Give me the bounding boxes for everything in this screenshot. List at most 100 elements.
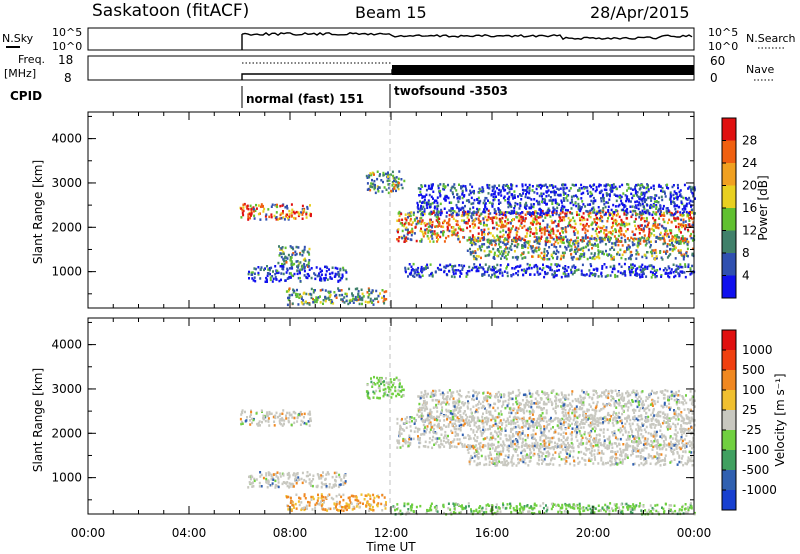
scatter-cell xyxy=(419,187,422,191)
scatter-cell xyxy=(589,272,592,275)
scatter-cell xyxy=(449,209,452,213)
scatter-cell xyxy=(497,248,500,251)
scatter-cell xyxy=(443,207,446,210)
scatter-cell xyxy=(491,216,494,219)
scatter-cell xyxy=(634,209,637,213)
scatter-cell xyxy=(636,430,639,433)
scatter-cell xyxy=(670,213,673,217)
scatter-cell xyxy=(591,421,594,424)
scatter-cell xyxy=(296,269,299,272)
scatter-cell xyxy=(561,208,564,211)
scatter-cell xyxy=(668,275,671,279)
scatter-cell xyxy=(645,219,648,223)
scatter-cell xyxy=(587,431,590,435)
scatter-cell xyxy=(582,203,585,206)
scatter-cell xyxy=(391,392,394,396)
scatter-cell xyxy=(310,495,313,499)
scatter-cell xyxy=(469,437,472,440)
scatter-cell xyxy=(482,223,485,227)
scatter-cell xyxy=(641,200,644,203)
scatter-cell xyxy=(575,433,578,436)
nsky-tick-top: 10^5 xyxy=(52,26,82,39)
scatter-cell xyxy=(633,419,636,422)
scatter-cell xyxy=(683,224,686,227)
scatter-cell xyxy=(564,228,567,231)
date-title: 28/Apr/2015 xyxy=(590,3,690,22)
scatter-cell xyxy=(620,220,623,223)
scatter-cell xyxy=(465,445,468,448)
scatter-cell xyxy=(398,236,401,239)
scatter-cell xyxy=(385,377,387,380)
scatter-cell xyxy=(451,431,454,434)
scatter-cell xyxy=(631,196,634,200)
scatter-cell xyxy=(420,265,423,269)
scatter-cell xyxy=(632,237,634,241)
scatter-cell xyxy=(563,218,566,222)
scatter-cell xyxy=(636,274,638,277)
scatter-cell xyxy=(423,198,426,201)
scatter-cell xyxy=(443,424,445,427)
scatter-cell xyxy=(471,185,474,189)
scatter-cell xyxy=(321,499,324,502)
scatter-cell xyxy=(546,258,549,261)
scatter-cell xyxy=(588,274,591,278)
scatter-cell xyxy=(431,220,434,224)
scatter-cell xyxy=(658,212,661,216)
scatter-cell xyxy=(259,277,262,280)
scatter-cell xyxy=(525,228,528,232)
scatter-cell xyxy=(611,232,614,236)
scatter-cell xyxy=(284,206,287,209)
scatter-cell xyxy=(533,265,536,269)
scatter-cell xyxy=(477,240,480,243)
scatter-cell xyxy=(598,421,601,424)
scatter-cell xyxy=(627,431,630,434)
scatter-cell xyxy=(526,232,529,235)
scatter-cell xyxy=(431,224,434,227)
scatter-cell xyxy=(461,189,464,193)
scatter-cell xyxy=(514,228,517,232)
scatter-cell xyxy=(501,235,504,238)
scatter-cell xyxy=(624,205,627,208)
scatter-cell xyxy=(547,207,550,210)
scatter-cell xyxy=(507,263,510,266)
scatter-cell xyxy=(596,441,599,445)
scatter-cell xyxy=(664,271,667,275)
scatter-cell xyxy=(681,214,684,218)
scatter-cell xyxy=(294,411,297,415)
scatter-cell xyxy=(540,251,543,255)
scatter-cell xyxy=(623,250,626,254)
scatter-cell xyxy=(570,434,573,437)
scatter-cell xyxy=(401,186,404,190)
scatter-cell xyxy=(352,297,355,300)
scatter-cell xyxy=(452,217,455,221)
scatter-cell xyxy=(574,222,577,226)
scatter-cell xyxy=(526,229,529,232)
scatter-cell xyxy=(677,225,680,229)
scatter-cell xyxy=(540,235,543,238)
scatter-cell xyxy=(518,265,521,268)
scatter-cell xyxy=(680,253,683,256)
scatter-cell xyxy=(481,231,484,234)
scatter-cell xyxy=(303,493,306,496)
scatter-cell xyxy=(644,224,647,228)
scatter-cell xyxy=(579,239,582,242)
scatter-cell xyxy=(527,246,530,250)
scatter-cell xyxy=(555,274,558,277)
scatter-cell xyxy=(310,296,313,300)
scatter-cell xyxy=(384,503,387,507)
scatter-cell xyxy=(660,425,662,428)
scatter-cell xyxy=(520,218,523,221)
scatter-cell xyxy=(603,184,606,187)
scatter-cell xyxy=(520,194,523,197)
scatter-cell xyxy=(337,271,340,274)
scatter-cell xyxy=(488,253,491,256)
scatter-cell xyxy=(308,293,311,296)
scatter-cell xyxy=(564,226,567,230)
scatter-cell xyxy=(339,483,342,486)
scatter-cell xyxy=(371,289,374,292)
scatter-cell xyxy=(611,242,614,245)
scatter-cell xyxy=(254,209,257,212)
scatter-cell xyxy=(510,193,513,196)
scatter-cell xyxy=(579,218,582,222)
scatter-cell xyxy=(305,504,308,508)
